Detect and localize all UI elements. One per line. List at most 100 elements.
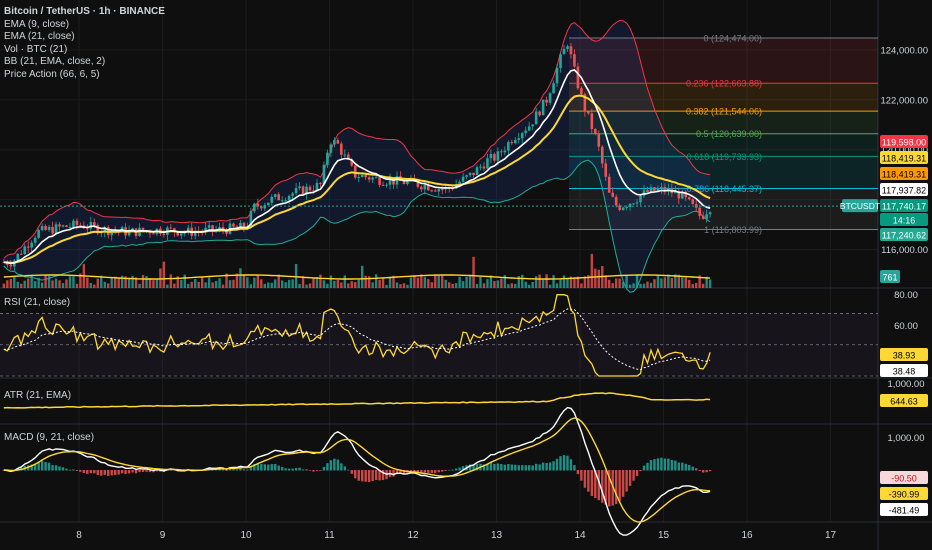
volume-bar [618, 278, 621, 288]
macd-hist-bar [413, 470, 416, 472]
macd-hist-bar [482, 464, 486, 471]
candle [632, 203, 635, 205]
volume-bar [649, 282, 653, 288]
indicator-ema9[interactable]: EMA (9, close) [4, 18, 70, 30]
indicator-volume[interactable]: Vol · BTC (21) [4, 43, 68, 55]
candle [614, 196, 618, 206]
fib-level-label: 0.786 (118,445.37) [687, 184, 762, 194]
atr-pane-label[interactable]: ATR (21, EMA) [4, 390, 72, 401]
ema21-line [3, 94, 711, 264]
macd-hist-bar [618, 470, 621, 502]
price-label-bg [880, 135, 928, 148]
candle [430, 190, 434, 192]
macd-hist-bar [524, 465, 527, 471]
volume-bar [204, 282, 207, 288]
volume-bar [187, 283, 190, 288]
volume-bar [249, 284, 253, 288]
macd-hist-bar [173, 470, 176, 471]
rsi-value-label-bg [880, 348, 928, 361]
volume-bar [562, 275, 566, 288]
volume-bar [597, 269, 600, 288]
volume-bar [489, 275, 493, 288]
candle [559, 54, 562, 68]
macd-hist-bar [601, 470, 604, 503]
candle [378, 177, 381, 185]
candle [545, 99, 548, 103]
candle [162, 233, 166, 235]
macd-hist-bar [594, 470, 597, 499]
macd-hist-bar [308, 470, 312, 471]
candle [336, 140, 340, 144]
candle [454, 184, 458, 189]
macd-hist-bar [674, 460, 677, 471]
candle [211, 225, 214, 231]
candle [301, 186, 305, 195]
macd-hist-bar [538, 464, 541, 471]
rsi-axis-tick: 80.00 [894, 290, 918, 301]
macd-hist-bar [461, 466, 465, 471]
macd-hist-bar [58, 466, 61, 471]
volume-bar [350, 281, 353, 288]
macd-hist-bar [249, 466, 253, 471]
indicator-price-action[interactable]: Price Action (66, 6, 5) [4, 68, 100, 80]
volume-bar [86, 277, 89, 288]
candle [402, 181, 406, 185]
candle [51, 226, 54, 234]
volume-bar [27, 278, 30, 288]
macd-hist-bar [294, 468, 298, 471]
candle [580, 88, 583, 95]
macd-hist-bar [100, 470, 103, 476]
macd-hist-bar [357, 470, 360, 481]
candle [72, 220, 75, 227]
volume-bar [347, 283, 350, 288]
volume-bar [663, 277, 667, 288]
time-axis-tick: 12 [407, 530, 419, 541]
candle [569, 46, 573, 55]
candle [141, 227, 145, 232]
macd-hist-bar [681, 462, 684, 471]
fib-level-label: 0 (124,474.00) [703, 34, 762, 44]
volume-bar [576, 276, 580, 288]
candle [176, 232, 180, 236]
candle [204, 227, 207, 232]
volume-bar [169, 274, 173, 288]
indicator-bb[interactable]: BB (21, EMA, close, 2) [4, 56, 106, 68]
volume-bar [621, 281, 625, 288]
volume-bar [319, 274, 322, 288]
price-label-bg [880, 167, 928, 180]
volume-bar [190, 281, 193, 288]
macd-signal-value-label: -390.99 [889, 490, 920, 500]
symbol-title[interactable]: Bitcoin / TetherUS · 1h · BINANCE [4, 6, 165, 17]
volume-bar [298, 283, 301, 288]
volume-bar [284, 282, 287, 288]
volume-bar [493, 280, 496, 288]
candle [360, 174, 364, 178]
volume-bar [96, 278, 99, 288]
volume-bar [534, 276, 538, 288]
volume-bar [451, 283, 454, 288]
volume-bar [120, 275, 124, 288]
candle [635, 202, 639, 204]
macd-hist-bar [86, 470, 89, 474]
candle [437, 189, 441, 192]
volume-bar [134, 277, 138, 288]
macd-hist-bar [232, 468, 235, 471]
volume-bar [423, 277, 427, 288]
macd-pane-label[interactable]: MACD (9, 21, close) [4, 432, 95, 443]
candle [186, 227, 190, 233]
macd-hist-bar [409, 470, 413, 472]
candle [552, 83, 555, 94]
macd-hist-bar [124, 470, 127, 475]
rsi-pane-label[interactable]: RSI (21, close) [4, 297, 71, 308]
macd-hist-bar [336, 459, 340, 471]
indicator-ema21[interactable]: EMA (21, close) [4, 31, 75, 43]
volume-bar [256, 275, 260, 288]
rsi-ma-value-label: 38.48 [893, 367, 916, 377]
candle [350, 159, 354, 166]
volume-bar [458, 276, 461, 288]
candle [110, 230, 114, 236]
atr-value-label: 644.63 [890, 397, 918, 407]
volume-bar [152, 280, 155, 288]
candle [280, 200, 284, 202]
